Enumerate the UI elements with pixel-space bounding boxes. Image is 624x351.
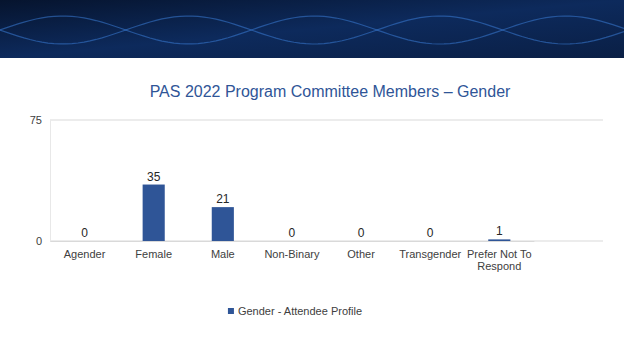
x-tick-label: Agender [64,248,106,260]
title: PAS 2022 Program Committee Members – Gen… [150,83,511,100]
legend: Gender - Attendee Profile [228,305,362,317]
x-tick-label: Non-Binary [264,248,320,260]
data-labels: 0 35 21 0 0 0 1 [81,170,503,240]
x-tick: Female [135,241,172,260]
x-tick: Non-Binary [264,241,320,260]
data-label: 0 [427,226,434,240]
bar [488,239,510,241]
x-tick-label: Other [347,248,375,260]
bar [281,241,303,242]
banner [0,0,624,58]
x-tick: Other [347,241,375,260]
grid-line [50,241,603,242]
y-tick: 0 [36,235,50,247]
x-tick: Transgender [399,241,461,260]
x-tick: Agender [64,241,106,260]
y-tick: 75 [30,114,50,126]
x-tick-label: Female [135,248,172,260]
data-label: 0 [358,226,365,240]
x-tick-label: Transgender [399,248,461,260]
banner-wave [0,16,624,44]
grid-line [50,120,603,121]
y-axis: 0 75 [30,114,51,247]
y-axis-line [50,121,51,242]
x-axis: Agender Female Male Non-Binary Other Transgen… [51,241,535,272]
bar [212,207,234,241]
x-tick: Prefer Not ToRespond [467,241,532,272]
data-label: 35 [147,170,161,184]
y-tick-label: 75 [30,114,42,126]
bar [143,185,165,241]
legend-item: Gender - Attendee Profile [228,305,362,317]
chart: PAS 2022 Program Committee Members – Gen… [0,0,624,351]
data-label: 1 [496,224,503,238]
bars [143,185,511,241]
data-label: 0 [81,226,88,240]
bar [350,241,372,242]
bar [74,241,96,242]
data-label: 21 [216,192,230,206]
x-tick-label: Male [211,248,235,260]
banner-wave [0,16,624,44]
x-tick: Male [211,241,235,260]
x-tick-label: Prefer Not ToRespond [467,248,532,272]
data-label: 0 [289,226,296,240]
x-axis-line [51,241,535,242]
bar [419,241,441,242]
legend-label: Gender - Attendee Profile [238,305,362,317]
grid [50,120,603,241]
legend-swatch [228,308,234,314]
y-tick-label: 0 [36,235,42,247]
